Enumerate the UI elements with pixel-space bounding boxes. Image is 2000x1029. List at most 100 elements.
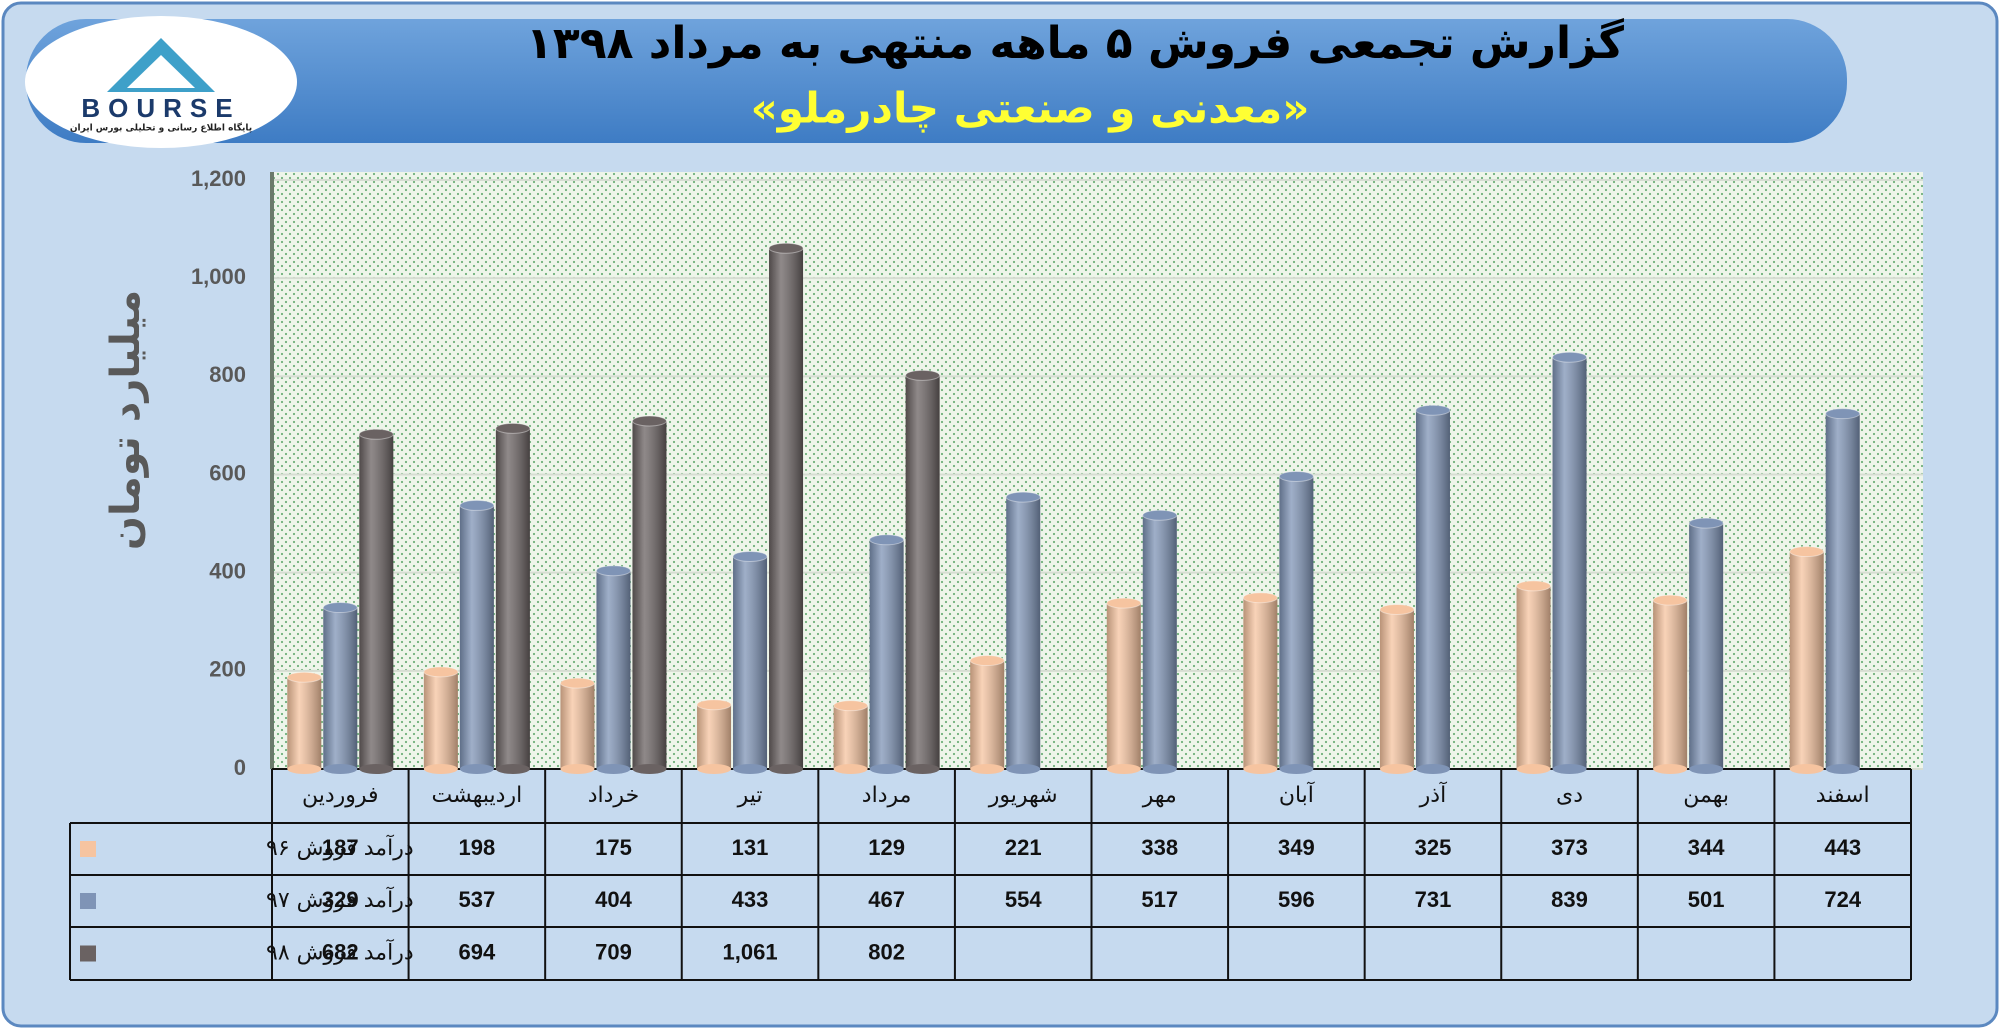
y-tick-label: 1,200 — [191, 166, 246, 191]
bar-shading — [905, 375, 940, 769]
bar-shading — [1653, 600, 1688, 769]
bar-shading — [1006, 497, 1041, 769]
logo-text: BOURSE — [81, 93, 240, 123]
bar — [768, 242, 804, 774]
bar — [869, 534, 905, 774]
bar — [322, 602, 358, 774]
bar-cap — [631, 415, 667, 427]
bar-cap — [869, 534, 905, 546]
bar-shading — [1106, 603, 1141, 769]
bar-cap — [1552, 351, 1588, 363]
data-label: 175 — [595, 835, 632, 860]
data-label: 501 — [1688, 887, 1725, 912]
bar — [1106, 597, 1142, 774]
bar — [1242, 592, 1278, 774]
x-tick-label: مرداد — [862, 783, 912, 808]
data-label: 433 — [732, 887, 769, 912]
y-tick-label: 400 — [209, 558, 246, 583]
data-label: 596 — [1278, 887, 1315, 912]
bar — [1552, 351, 1588, 774]
bar-cap — [833, 700, 869, 712]
bar-base — [970, 764, 1005, 774]
data-label: 129 — [868, 835, 905, 860]
bar-shading — [1552, 357, 1587, 769]
bar-cap — [732, 550, 768, 562]
bar-shading — [495, 428, 530, 769]
data-label: 344 — [1688, 835, 1725, 860]
bar-base — [1142, 764, 1177, 774]
data-label: 349 — [1278, 835, 1315, 860]
bar-cap — [595, 565, 631, 577]
bar-base — [1825, 764, 1860, 774]
bar-shading — [1279, 476, 1314, 769]
legend-label: درآمد فروش ۹۶ — [266, 834, 414, 861]
bar-shading — [323, 607, 358, 769]
bar-shading — [697, 704, 732, 769]
bar-shading — [1142, 515, 1177, 769]
bar-shading — [1516, 585, 1551, 769]
bar — [631, 415, 667, 774]
x-tick-label: شهریور — [988, 783, 1058, 808]
bar-shading — [423, 671, 458, 769]
data-label: 221 — [1005, 835, 1042, 860]
bar-base — [632, 764, 667, 774]
bar-base — [733, 764, 768, 774]
y-axis-label: میلیارد تومان — [103, 290, 149, 550]
title-banner — [26, 19, 1847, 143]
data-label: 131 — [732, 835, 769, 860]
bar-cap — [1825, 408, 1861, 420]
bar — [833, 700, 869, 774]
bar-shading — [560, 683, 595, 769]
data-label: 373 — [1551, 835, 1588, 860]
bar-cap — [1789, 546, 1825, 558]
data-label: 839 — [1551, 887, 1588, 912]
data-label: 682 — [322, 939, 359, 964]
bar — [358, 428, 394, 774]
data-label: 187 — [322, 835, 359, 860]
bar-cap — [969, 655, 1005, 667]
bar-base — [287, 764, 322, 774]
x-tick-label: اردیبهشت — [432, 783, 523, 808]
data-label: 517 — [1141, 887, 1178, 912]
bar — [732, 550, 768, 774]
bar-cap — [1242, 592, 1278, 604]
bar-base — [423, 764, 458, 774]
logo-shape — [127, 55, 195, 88]
bar-cap — [286, 671, 322, 683]
bar — [1142, 509, 1178, 774]
bar-base — [869, 764, 904, 774]
data-label: 709 — [595, 939, 632, 964]
bar — [1688, 517, 1724, 774]
bar-cap — [696, 699, 732, 711]
bar-base — [1653, 764, 1688, 774]
bar — [1789, 546, 1825, 774]
y-tick-label: 800 — [209, 362, 246, 387]
x-tick-label: بهمن — [1683, 783, 1729, 808]
plot-area — [272, 172, 1923, 769]
bar-shading — [1789, 551, 1824, 769]
bar — [1278, 470, 1314, 774]
bar — [1005, 491, 1041, 774]
bar — [1379, 603, 1415, 774]
bar-base — [833, 764, 868, 774]
x-tick-label: خرداد — [588, 783, 639, 808]
bar — [1516, 580, 1552, 774]
bar-base — [1689, 764, 1724, 774]
bar — [905, 369, 941, 774]
bar-base — [905, 764, 940, 774]
bar-cap — [423, 666, 459, 678]
bar-base — [1789, 764, 1824, 774]
bar-cap — [459, 499, 495, 511]
bar-base — [495, 764, 530, 774]
bar — [459, 499, 495, 774]
data-label: 467 — [868, 887, 905, 912]
bar-shading — [632, 420, 667, 769]
bar-shading — [833, 705, 868, 769]
bar-cap — [1142, 509, 1178, 521]
bar-base — [1552, 764, 1587, 774]
bar-shading — [970, 660, 1005, 769]
data-label: 325 — [1415, 835, 1452, 860]
bar-base — [1415, 764, 1450, 774]
